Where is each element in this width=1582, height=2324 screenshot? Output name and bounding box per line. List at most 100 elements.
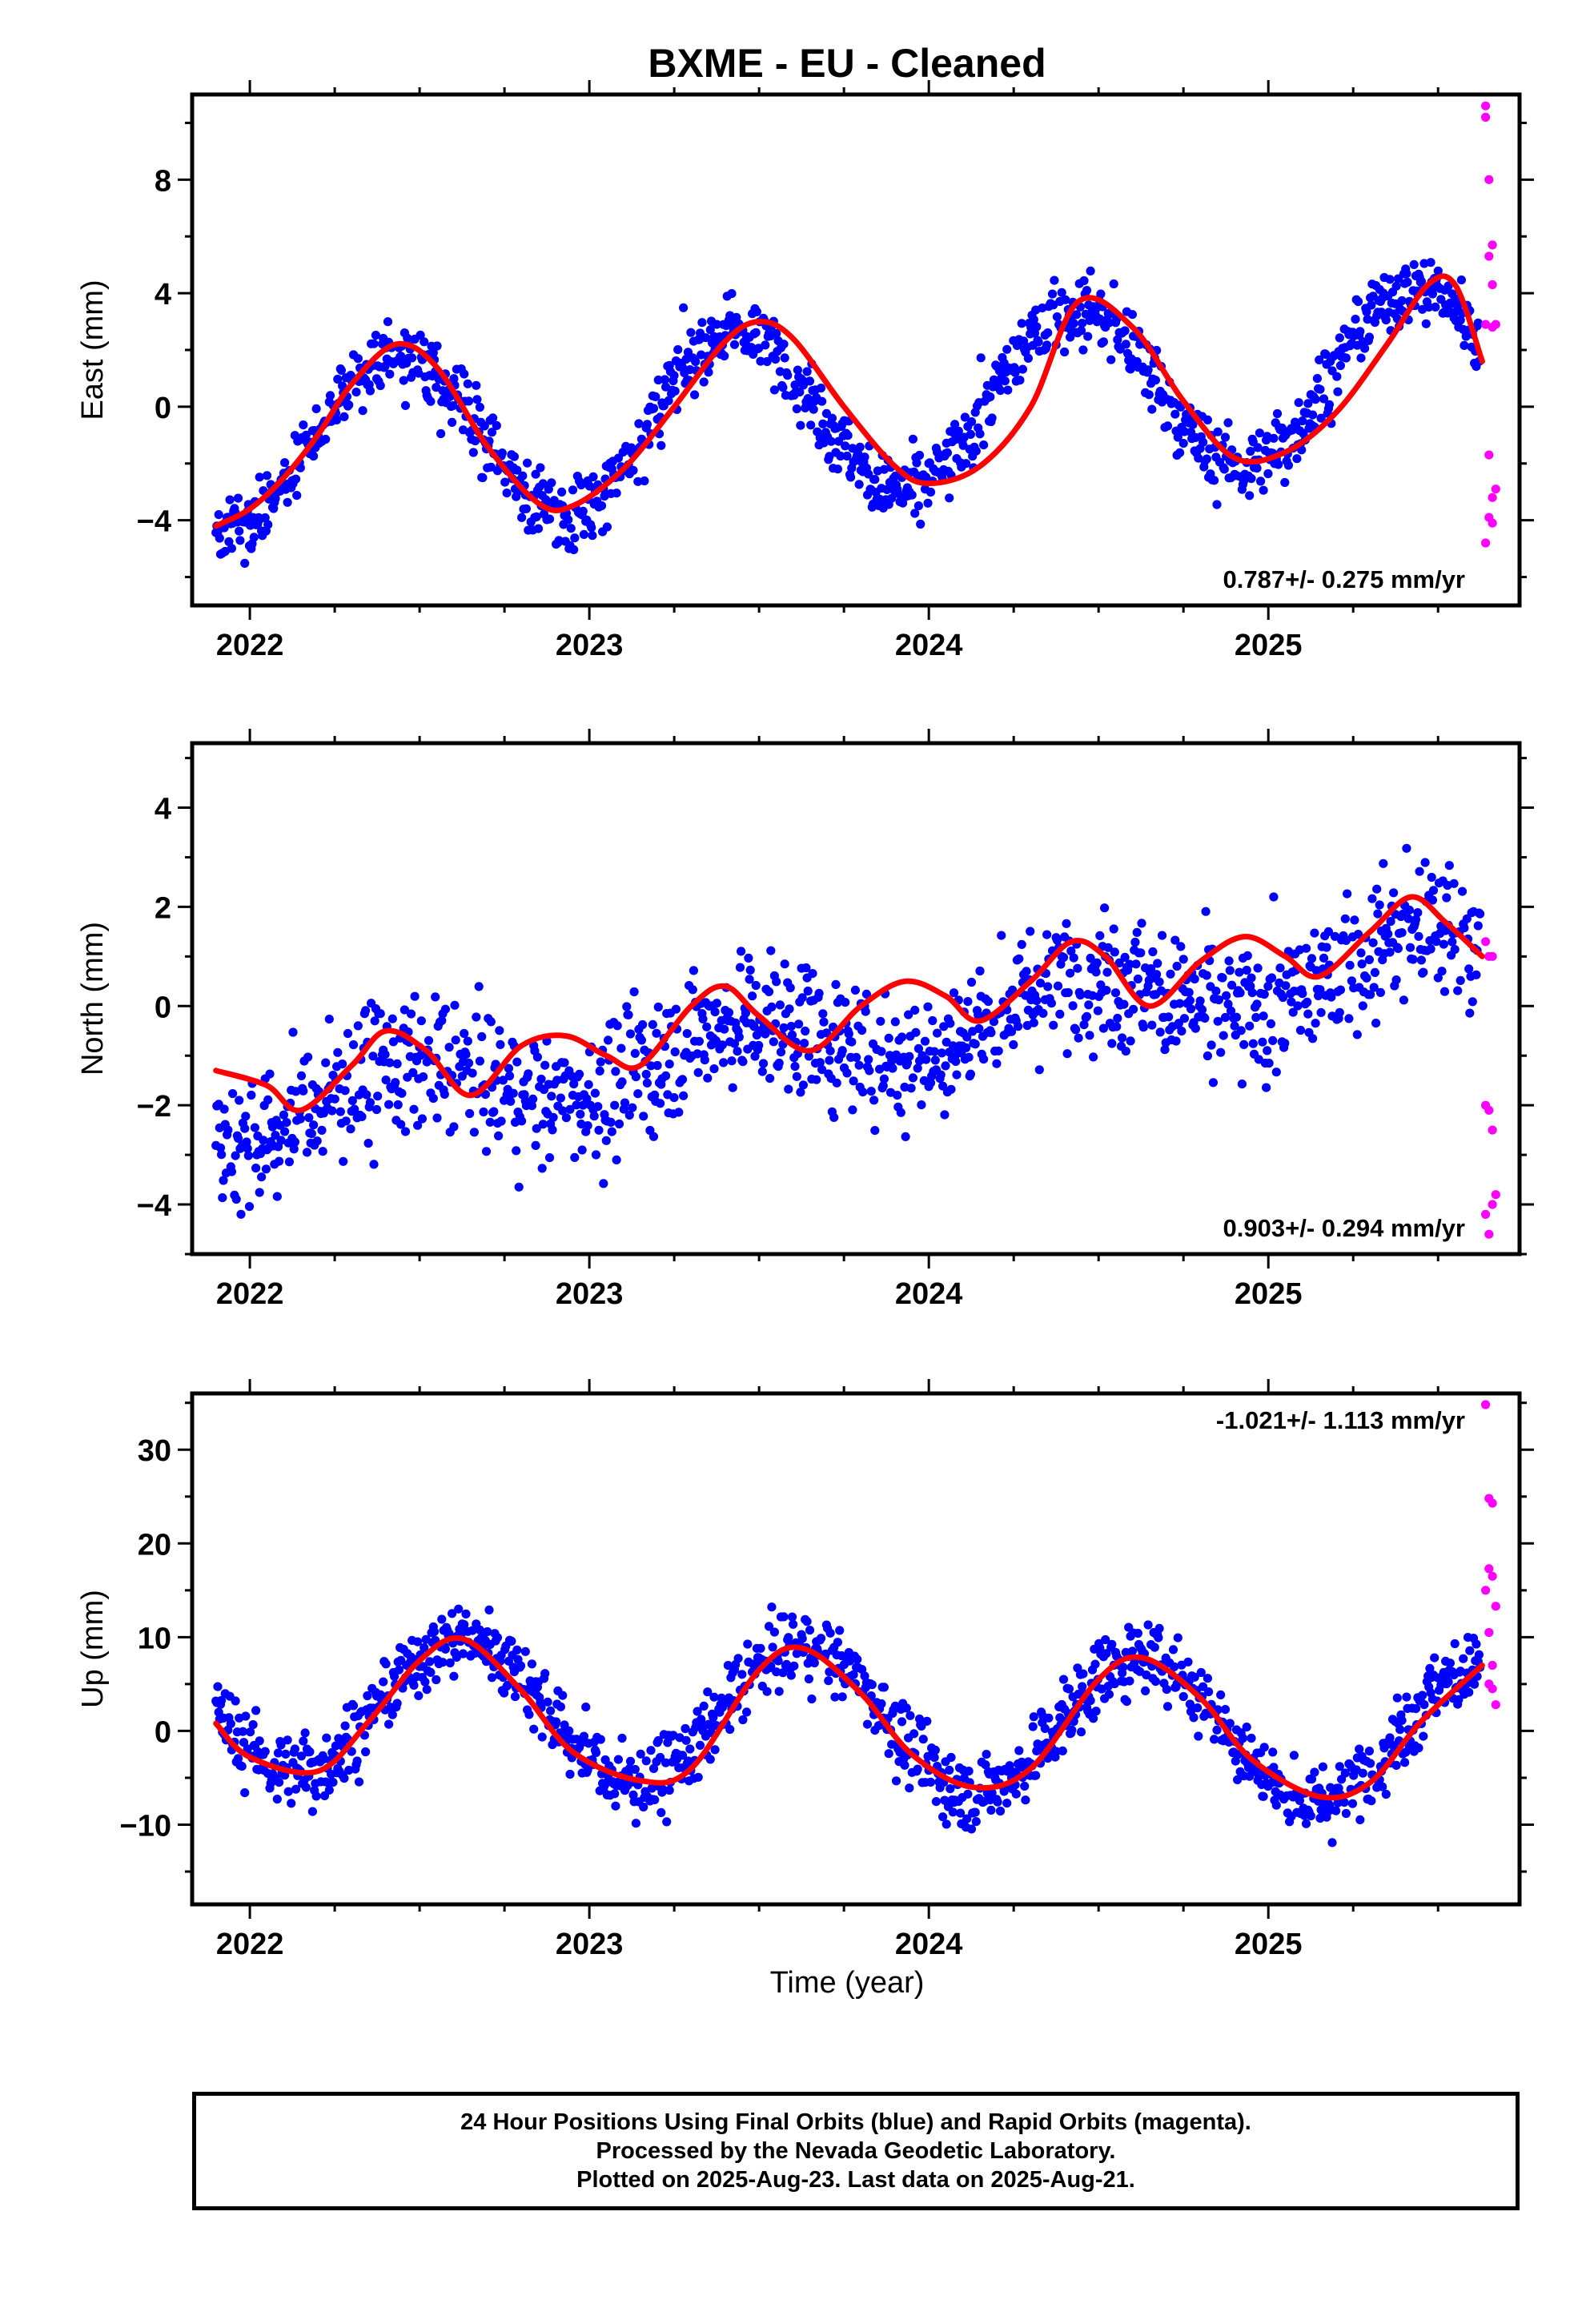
rapid-orbit-point (1491, 1190, 1500, 1200)
final-orbit-point (1162, 421, 1173, 431)
final-orbit-point (1109, 279, 1118, 289)
final-orbit-point (697, 1719, 707, 1729)
final-orbit-point (1225, 966, 1235, 975)
final-orbit-point (1125, 1676, 1134, 1686)
final-orbit-point (1262, 1083, 1271, 1092)
final-orbit-point (887, 493, 897, 503)
final-orbit-point (1020, 1781, 1030, 1791)
final-orbit-point (348, 1701, 359, 1711)
final-orbit-point (831, 979, 841, 989)
final-orbit-point (701, 333, 711, 343)
final-orbit-point (780, 959, 789, 969)
final-orbit-point (1263, 468, 1273, 479)
final-orbit-point (1120, 326, 1130, 336)
final-orbit-point (1043, 982, 1053, 991)
final-orbit-point (956, 1808, 966, 1818)
final-orbit-point (844, 1029, 853, 1039)
final-orbit-point (502, 489, 512, 498)
final-orbit-point (1385, 275, 1395, 284)
final-orbit-point (569, 1080, 579, 1089)
rapid-orbit-point (1488, 1571, 1497, 1581)
final-orbit-point (284, 1157, 294, 1167)
final-orbit-point (1433, 266, 1443, 275)
final-orbit-point (445, 1658, 455, 1668)
final-orbit-point (1409, 259, 1419, 269)
rapid-orbit-point (1488, 1660, 1497, 1671)
final-orbit-point (1428, 886, 1439, 895)
final-orbit-point (1104, 1690, 1114, 1699)
final-orbit-point (1212, 1725, 1222, 1735)
final-orbit-point (275, 1156, 284, 1166)
final-orbit-point (1078, 1682, 1087, 1691)
final-orbit-point (1079, 1020, 1089, 1030)
final-orbit-point (494, 1131, 504, 1140)
final-orbit-point (1371, 1019, 1381, 1028)
final-orbit-point (1295, 1795, 1304, 1805)
final-orbit-point (679, 303, 689, 312)
final-orbit-point (940, 1110, 950, 1120)
final-orbit-point (952, 1070, 962, 1080)
final-orbit-point (923, 498, 933, 508)
final-orbit-point (945, 1765, 954, 1775)
final-orbit-point (1238, 1733, 1248, 1743)
final-orbit-point (561, 1113, 572, 1123)
final-orbit-point (812, 1075, 821, 1084)
final-orbit-point (1049, 1020, 1058, 1030)
final-orbit-point (357, 1112, 367, 1121)
final-orbit-point (1154, 1633, 1163, 1642)
final-orbit-point (796, 420, 805, 430)
final-orbit-point (700, 1055, 709, 1065)
final-orbit-point (1089, 1052, 1098, 1062)
final-orbit-point (1389, 888, 1399, 898)
final-orbit-point (1247, 973, 1256, 983)
final-orbit-point (1274, 460, 1283, 469)
y-tick-label: 8 (155, 164, 171, 198)
final-orbit-point (897, 1717, 907, 1727)
final-orbit-point (591, 1150, 601, 1160)
rapid-orbit-point (1484, 251, 1494, 261)
final-orbit-point (226, 1719, 235, 1728)
final-orbit-point (1035, 979, 1046, 988)
final-orbit-point (664, 396, 673, 405)
final-orbit-point (611, 1067, 620, 1076)
final-orbit-point (790, 1062, 800, 1072)
final-orbit-point (537, 1732, 547, 1742)
final-orbit-point (729, 1039, 740, 1048)
rapid-orbit-point (1484, 1229, 1494, 1239)
final-orbit-point (1301, 1819, 1311, 1828)
final-orbit-point (1445, 1659, 1455, 1668)
final-orbit-point (565, 1104, 575, 1114)
final-orbit-point (634, 419, 644, 428)
final-orbit-point (1157, 931, 1167, 940)
final-orbit-point (1424, 302, 1434, 312)
final-orbit-point (1391, 1760, 1401, 1770)
final-orbit-point (1052, 935, 1062, 945)
final-orbit-point (656, 440, 666, 450)
final-orbit-point (1402, 843, 1411, 853)
final-orbit-point (1154, 1623, 1164, 1633)
final-orbit-point (986, 392, 995, 402)
final-orbit-point (1395, 1725, 1405, 1735)
final-orbit-point (369, 1160, 379, 1169)
final-orbit-point (648, 1763, 659, 1773)
final-orbit-point (1023, 353, 1033, 363)
final-orbit-point (1018, 364, 1027, 374)
final-orbit-point (419, 1072, 428, 1082)
final-orbit-point (817, 1065, 827, 1075)
final-orbit-point (570, 533, 580, 543)
final-orbit-point (1360, 344, 1370, 353)
final-orbit-point (1026, 927, 1035, 936)
final-orbit-point (786, 1671, 796, 1680)
final-orbit-point (1341, 353, 1351, 363)
final-orbit-point (1402, 269, 1411, 279)
final-orbit-point (1052, 312, 1062, 322)
final-orbit-point (1183, 1657, 1193, 1667)
final-orbit-point (1259, 1791, 1268, 1801)
final-orbit-point (1364, 1747, 1374, 1756)
final-orbit-point (375, 1009, 385, 1019)
final-orbit-point (1303, 997, 1312, 1007)
final-orbit-point (754, 1040, 764, 1050)
final-orbit-point (392, 1059, 402, 1068)
final-orbit-point (478, 472, 488, 483)
final-orbit-point (444, 1043, 454, 1052)
